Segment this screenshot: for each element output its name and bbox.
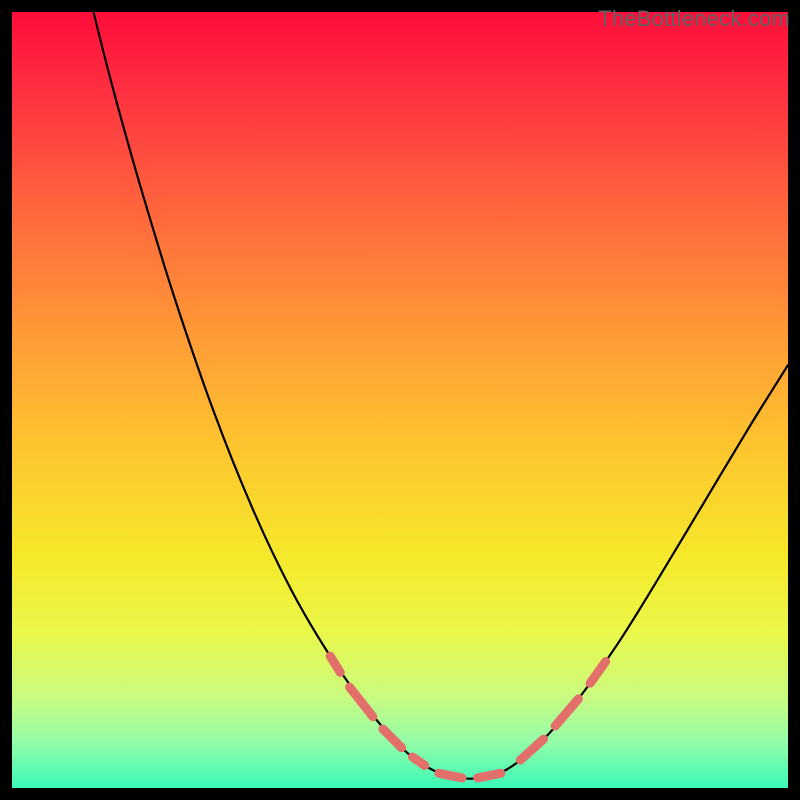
watermark-text: TheBottleneck.com [598, 6, 790, 32]
bottleneck-chart [0, 0, 800, 800]
chart-background [12, 12, 788, 788]
